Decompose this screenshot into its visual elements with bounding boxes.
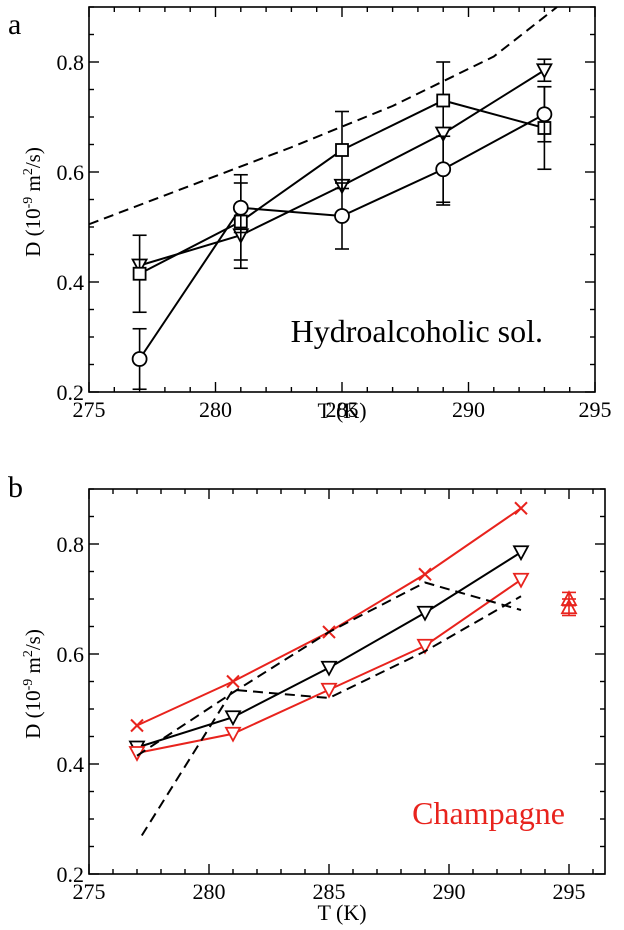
data-point-triangle-up bbox=[560, 598, 578, 615]
data-point-square bbox=[132, 266, 147, 281]
panel-label-b: b bbox=[8, 471, 23, 504]
data-point-triangle-down bbox=[416, 605, 434, 622]
x-tick-label-a: 275 bbox=[73, 397, 106, 422]
x-tick-label-a: 295 bbox=[579, 397, 612, 422]
y-tick-label-a: 0.2 bbox=[57, 380, 85, 405]
data-point-x bbox=[418, 567, 432, 581]
data-point-triangle-down bbox=[434, 126, 452, 143]
plot-area-a: 275 280 285 290 295 0.2 0.4 0.6 0.8 bbox=[57, 6, 612, 422]
data-point-triangle-down bbox=[320, 660, 338, 677]
x-tick-label-b: 295 bbox=[553, 879, 586, 904]
data-point-triangle-down bbox=[416, 638, 434, 655]
y-tick-label-b: 0.4 bbox=[57, 752, 85, 777]
x-tick-label-b: 290 bbox=[433, 879, 466, 904]
annotation-a: Hydroalcoholic sol. bbox=[291, 313, 543, 349]
annotation-b: Champagne bbox=[412, 795, 565, 831]
x-tick-label-b: 285 bbox=[313, 879, 346, 904]
data-point-circle bbox=[131, 351, 148, 367]
series-b-3 bbox=[136, 581, 522, 757]
series-b-4 bbox=[140, 595, 522, 837]
dashed-line bbox=[88, 6, 558, 226]
plot-area-b: 275 280 285 290 295 0.2 0.4 0.6 0.8 bbox=[57, 488, 605, 904]
data-point-circle bbox=[232, 199, 249, 216]
y-tick-label-a: 0.8 bbox=[57, 50, 85, 75]
dashed-line bbox=[140, 595, 522, 837]
x-tick-label-a: 285 bbox=[326, 397, 359, 422]
data-point-square bbox=[335, 143, 349, 157]
y-tick-label-a: 0.6 bbox=[57, 160, 85, 185]
y-tick-label-b: 0.2 bbox=[57, 862, 85, 887]
series-b-5 bbox=[560, 590, 578, 617]
data-point-circle bbox=[435, 161, 452, 178]
dashed-line bbox=[136, 581, 522, 757]
data-point-triangle-down bbox=[512, 545, 530, 562]
x-axis-label-a: T (K) bbox=[317, 398, 366, 423]
x-tick-label-a: 290 bbox=[452, 397, 485, 422]
data-point-x bbox=[514, 501, 528, 515]
x-tick-label-b: 275 bbox=[73, 879, 106, 904]
y-tick-label-b: 0.6 bbox=[57, 642, 85, 667]
panel-label-a: a bbox=[8, 8, 21, 41]
x-tick-label-b: 280 bbox=[193, 879, 226, 904]
data-point-triangle-down bbox=[320, 682, 338, 699]
data-point-triangle-down bbox=[512, 572, 530, 589]
x-tick-label-a: 280 bbox=[199, 397, 232, 422]
x-axis-label-b: T (K) bbox=[317, 900, 366, 925]
series-a-2 bbox=[131, 85, 553, 391]
y-axis-label-a: D (10-9 m2/s) bbox=[21, 147, 45, 257]
data-point-circle bbox=[334, 208, 350, 224]
data-point-x bbox=[226, 674, 240, 689]
data-point-triangle-up bbox=[560, 590, 578, 606]
data-point-square bbox=[436, 93, 451, 108]
y-axis-label-b: D (10-9 m2/s) bbox=[21, 629, 45, 739]
y-tick-label-b: 0.8 bbox=[57, 532, 85, 557]
data-point-circle bbox=[536, 106, 553, 123]
series-b-1 bbox=[128, 545, 530, 757]
panel-a: a 275 280 285 290 295 0.2 0.4 0.6 0.8 Hydroalcoh… bbox=[8, 6, 612, 423]
data-point-triangle-down bbox=[224, 726, 242, 743]
data-point-triangle-down bbox=[535, 63, 553, 80]
series-a-3 bbox=[88, 6, 558, 226]
data-point-x bbox=[130, 718, 144, 733]
y-tick-label-a: 0.4 bbox=[57, 270, 85, 295]
data-point-triangle-down bbox=[224, 710, 242, 727]
